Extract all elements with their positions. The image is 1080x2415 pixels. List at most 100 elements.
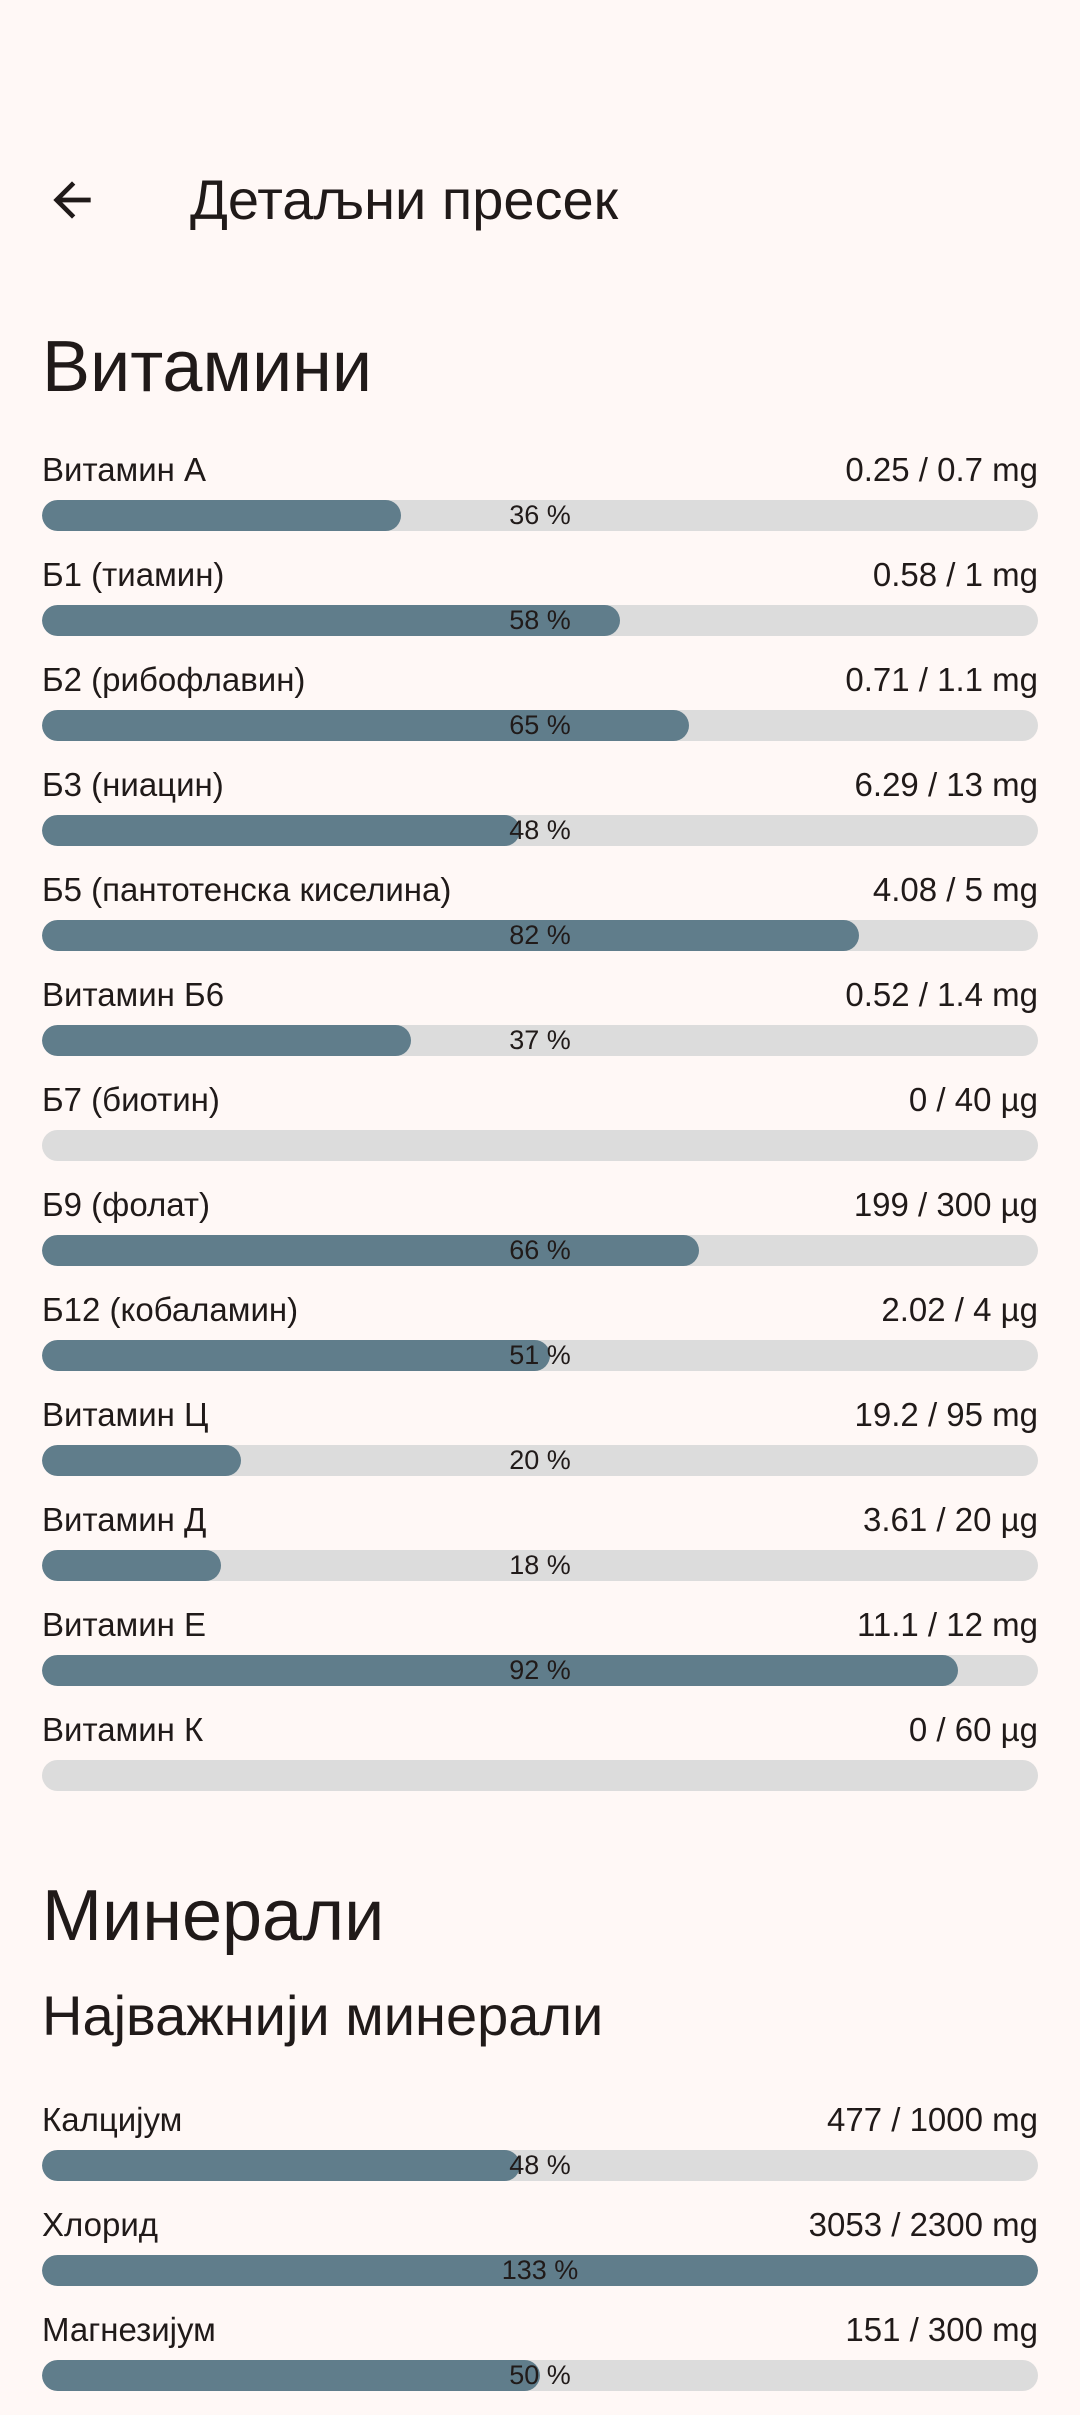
nutrient-row-header: Б12 (кобаламин) 2.02 / 4 µg bbox=[42, 1290, 1038, 1330]
nutrient-row-header: Магнезијум 151 / 300 mg bbox=[42, 2310, 1038, 2350]
progress-fill bbox=[42, 1655, 959, 1686]
nutrient-amount: 151 / 300 mg bbox=[845, 2311, 1038, 2348]
progress-bar: 133 % bbox=[42, 2255, 1038, 2286]
nutrient-row-header: Б7 (биотин) 0 / 40 µg bbox=[42, 1080, 1038, 1120]
nutrient-name: Хлорид bbox=[42, 2206, 159, 2243]
progress-bar: 65 % bbox=[42, 710, 1038, 741]
minerals-list: Калцијум 477 / 1000 mg 48 % Хлорид 3053 / 23… bbox=[42, 2100, 1038, 2415]
nutrient-row: Витамин Д 3.61 / 20 µg 18 % bbox=[42, 1500, 1038, 1605]
progress-percent: 65 % bbox=[509, 710, 571, 740]
nutrient-row-header: Витамин К 0 / 60 µg bbox=[42, 1710, 1038, 1750]
nutrient-amount: 0.52 / 1.4 mg bbox=[845, 976, 1038, 1013]
progress-percent: 36 % bbox=[509, 500, 571, 530]
progress-percent: 48 % bbox=[509, 815, 571, 845]
progress-bar: 48 % bbox=[42, 2150, 1038, 2181]
top-app-bar: Детаљни пресек bbox=[0, 160, 1080, 240]
nutrient-amount: 11.1 / 12 mg bbox=[856, 1606, 1038, 1643]
progress-bar bbox=[42, 1130, 1038, 1161]
progress-percent: 133 % bbox=[501, 2255, 579, 2285]
nutrient-name: Б9 (фолат) bbox=[42, 1186, 210, 1223]
nutrient-name: Б12 (кобаламин) bbox=[42, 1291, 299, 1328]
progress-fill bbox=[42, 2255, 1038, 2286]
nutrient-row-header: Б1 (тиамин) 0.58 / 1 mg bbox=[42, 555, 1038, 595]
nutrient-row: Б5 (пантотенска киселина) 4.08 / 5 mg 82 % bbox=[42, 870, 1038, 975]
nutrient-row: Б3 (ниацин) 6.29 / 13 mg 48 % bbox=[42, 765, 1038, 870]
progress-bar: 82 % bbox=[42, 920, 1038, 951]
progress-percent: 18 % bbox=[509, 1550, 571, 1580]
arrow-back-icon bbox=[53, 181, 91, 219]
nutrient-amount: 3053 / 2300 mg bbox=[808, 2206, 1038, 2243]
nutrient-name: Б5 (пантотенска киселина) bbox=[42, 871, 452, 908]
progress-bar: 18 % bbox=[42, 1550, 1038, 1581]
progress-fill bbox=[42, 1550, 222, 1581]
progress-bar: 50 % bbox=[42, 2360, 1038, 2391]
nutrient-amount: 199 / 300 µg bbox=[853, 1186, 1038, 1223]
nutrient-row: Магнезијум 151 / 300 mg 50 % bbox=[42, 2310, 1038, 2415]
nutrient-name: Витамин Е bbox=[42, 1606, 207, 1643]
nutrient-row: Б1 (тиамин) 0.58 / 1 mg 58 % bbox=[42, 555, 1038, 660]
nutrient-name: Витамин К bbox=[42, 1711, 204, 1748]
progress-fill bbox=[42, 920, 859, 951]
progress-percent: 50 % bbox=[509, 2360, 571, 2390]
nutrient-name: Калцијум bbox=[42, 2101, 183, 2138]
progress-percent: 66 % bbox=[509, 1235, 571, 1265]
progress-percent: 92 % bbox=[509, 1655, 571, 1685]
nutrient-row-header: Б9 (фолат) 199 / 300 µg bbox=[42, 1185, 1038, 1225]
nutrient-amount: 6.29 / 13 mg bbox=[854, 766, 1038, 803]
nutrient-name: Витамин Ц bbox=[42, 1396, 209, 1433]
progress-fill bbox=[42, 1025, 411, 1056]
nutrient-amount: 0 / 40 µg bbox=[908, 1081, 1038, 1118]
key-minerals-subheading: Најважнији минерали bbox=[42, 1984, 604, 2047]
progress-bar: 66 % bbox=[42, 1235, 1038, 1266]
vitamins-heading: Витамини bbox=[42, 327, 373, 407]
progress-bar: 51 % bbox=[42, 1340, 1038, 1371]
nutrient-name: Б1 (тиамин) bbox=[42, 556, 225, 593]
nutrient-amount: 3.61 / 20 µg bbox=[863, 1501, 1038, 1538]
nutrient-row-header: Б2 (рибофлавин) 0.71 / 1.1 mg bbox=[42, 660, 1038, 700]
nutrient-name: Магнезијум bbox=[42, 2311, 216, 2348]
nutrient-amount: 0 / 60 µg bbox=[908, 1711, 1038, 1748]
nutrient-row: Витамин К 0 / 60 µg bbox=[42, 1710, 1038, 1815]
progress-fill bbox=[42, 605, 620, 636]
nutrient-name: Витамин Д bbox=[42, 1501, 207, 1538]
nutrient-amount: 0.71 / 1.1 mg bbox=[845, 661, 1038, 698]
vitamins-list: Витамин А 0.25 / 0.7 mg 36 % Б1 (тиамин) 0.5… bbox=[42, 450, 1038, 1815]
progress-fill bbox=[42, 2360, 540, 2391]
nutrient-row: Б2 (рибофлавин) 0.71 / 1.1 mg 65 % bbox=[42, 660, 1038, 765]
nutrient-row-header: Б3 (ниацин) 6.29 / 13 mg bbox=[42, 765, 1038, 805]
progress-bar: 58 % bbox=[42, 605, 1038, 636]
page-title: Детаљни пресек bbox=[190, 168, 619, 231]
progress-fill bbox=[42, 2150, 521, 2181]
nutrient-row-header: Калцијум 477 / 1000 mg bbox=[42, 2100, 1038, 2140]
nutrient-row-header: Витамин Ц 19.2 / 95 mg bbox=[42, 1395, 1038, 1435]
progress-bar: 37 % bbox=[42, 1025, 1038, 1056]
nutrient-row-header: Витамин Е 11.1 / 12 mg bbox=[42, 1605, 1038, 1645]
minerals-heading: Минерали bbox=[42, 1876, 385, 1956]
content: Витамини Витамин А 0.25 / 0.7 mg 36 % Б1 (т… bbox=[42, 322, 1038, 2415]
progress-fill bbox=[42, 1340, 550, 1371]
nutrient-row-header: Хлорид 3053 / 2300 mg bbox=[42, 2205, 1038, 2245]
nutrient-name: Витамин А bbox=[42, 451, 207, 488]
nutrient-row-header: Витамин Б6 0.52 / 1.4 mg bbox=[42, 975, 1038, 1015]
nutrient-amount: 2.02 / 4 µg bbox=[881, 1291, 1038, 1328]
progress-fill bbox=[42, 710, 690, 741]
nutrient-row: Витамин А 0.25 / 0.7 mg 36 % bbox=[42, 450, 1038, 555]
nutrient-amount: 19.2 / 95 mg bbox=[854, 1396, 1038, 1433]
nutrient-row: Хлорид 3053 / 2300 mg 133 % bbox=[42, 2205, 1038, 2310]
progress-bar: 20 % bbox=[42, 1445, 1038, 1476]
nutrient-amount: 0.58 / 1 mg bbox=[872, 556, 1038, 593]
nutrient-row: Витамин Ц 19.2 / 95 mg 20 % bbox=[42, 1395, 1038, 1500]
progress-bar: 36 % bbox=[42, 500, 1038, 531]
back-button[interactable] bbox=[44, 172, 100, 228]
nutrient-amount: 4.08 / 5 mg bbox=[872, 871, 1038, 908]
nutrient-name: Б3 (ниацин) bbox=[42, 766, 224, 803]
nutrient-name: Б2 (рибофлавин) bbox=[42, 661, 306, 698]
nutrient-amount: 477 / 1000 mg bbox=[827, 2101, 1038, 2138]
progress-percent: 58 % bbox=[509, 605, 571, 635]
progress-bar: 92 % bbox=[42, 1655, 1038, 1686]
progress-percent: 37 % bbox=[509, 1025, 571, 1055]
nutrient-row-header: Витамин А 0.25 / 0.7 mg bbox=[42, 450, 1038, 490]
nutrient-row: Б12 (кобаламин) 2.02 / 4 µg 51 % bbox=[42, 1290, 1038, 1395]
nutrient-amount: 0.25 / 0.7 mg bbox=[845, 451, 1038, 488]
progress-percent: 51 % bbox=[509, 1340, 571, 1370]
